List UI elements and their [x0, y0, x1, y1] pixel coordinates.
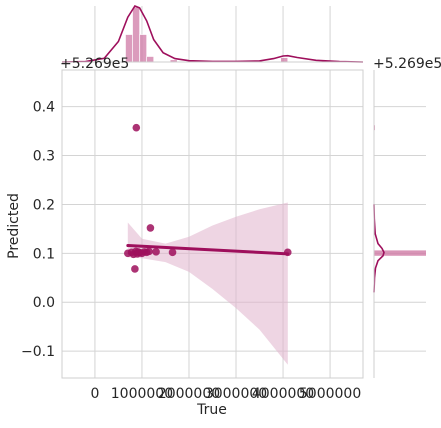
- y-tick-label: 0.4: [33, 100, 55, 116]
- y-axis-title: Predicted: [6, 193, 22, 259]
- x-tick-label: 1000000: [111, 386, 173, 402]
- x-tick-label: 4000000: [252, 386, 314, 402]
- x-tick-label: 3000000: [205, 386, 267, 402]
- x-tick-label: 5000000: [299, 386, 361, 402]
- y-tick-label: 0.2: [33, 197, 55, 213]
- top-kde-line: [61, 5, 364, 63]
- right-hist-bar: [374, 250, 426, 256]
- top-hist-bar: [280, 57, 289, 63]
- right-kde-line: [373, 204, 385, 293]
- scatter-point: [145, 247, 153, 256]
- x-axis-title: True: [196, 402, 227, 418]
- regression-line: [126, 244, 290, 256]
- y-tick-label: 0.3: [33, 149, 55, 165]
- plot-frame: [61, 69, 364, 379]
- y-offset-label: +5.269e5: [373, 56, 441, 72]
- scatter-point: [132, 123, 141, 132]
- scatter-point: [168, 248, 177, 257]
- top-hist-bar: [146, 56, 155, 63]
- y-tick-label: −0.1: [21, 344, 55, 360]
- confidence-band: [127, 202, 288, 365]
- scatter-point: [283, 248, 292, 257]
- scatter-point: [152, 248, 160, 256]
- scatter-point: [131, 265, 139, 273]
- scatter-point: [146, 224, 155, 232]
- y-tick-label: 0.1: [33, 246, 55, 262]
- top-hist-bar: [139, 34, 147, 63]
- x-tick-label: 0: [90, 386, 99, 402]
- plot-area: [62, 70, 363, 378]
- top-marginal: [61, 5, 364, 63]
- y-tick-label: 0.0: [33, 295, 55, 311]
- x-offset-label: +5.269e5: [60, 56, 129, 72]
- right-marginal: [373, 70, 426, 378]
- x-tick-label: 2000000: [158, 386, 220, 402]
- top-hist-bar: [132, 6, 140, 63]
